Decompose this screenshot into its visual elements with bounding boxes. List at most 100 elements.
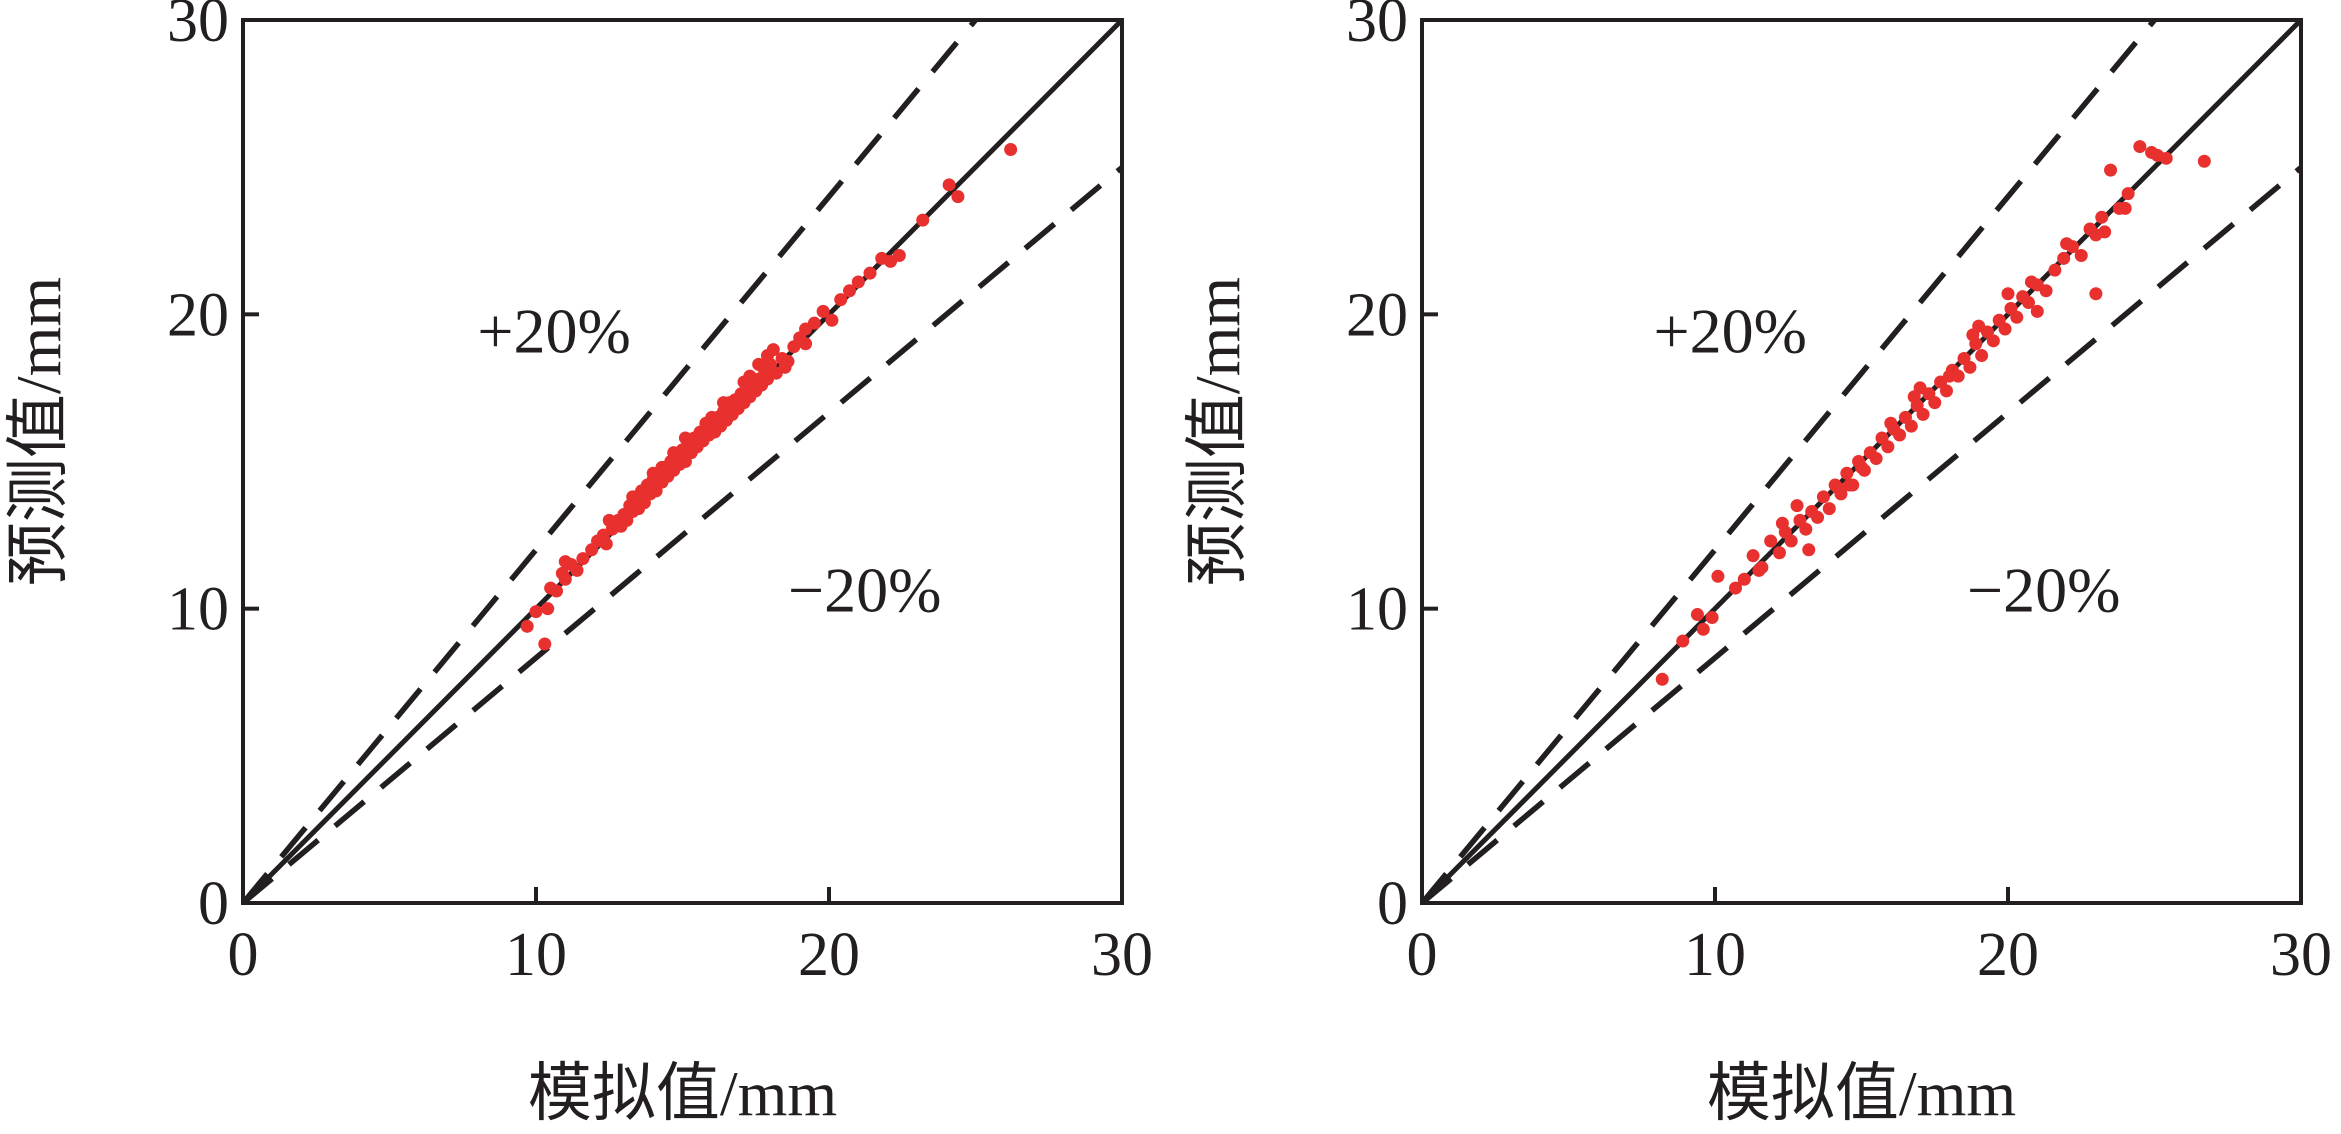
y-axis-title: 预测值/mm <box>1182 277 1253 586</box>
data-point <box>916 213 930 227</box>
scatter-series <box>1655 140 2211 686</box>
data-point <box>667 446 681 460</box>
data-point <box>1816 490 1830 504</box>
data-point <box>1893 428 1907 442</box>
scatter-series <box>520 143 1018 651</box>
data-point <box>2197 154 2211 168</box>
data-point <box>558 555 572 569</box>
data-point <box>717 396 731 410</box>
data-point <box>1942 369 1956 383</box>
data-point <box>2089 287 2103 301</box>
data-point <box>2030 304 2044 318</box>
data-point <box>942 178 956 192</box>
data-point <box>699 416 713 430</box>
data-point <box>2118 201 2132 215</box>
data-point <box>1869 452 1883 466</box>
data-point <box>541 602 555 616</box>
data-point <box>1966 328 1980 342</box>
data-point <box>1772 546 1786 560</box>
data-point <box>1690 608 1704 622</box>
data-point <box>634 484 648 498</box>
data-point <box>1822 502 1836 516</box>
data-point <box>1746 549 1760 563</box>
data-point <box>570 563 584 577</box>
data-point <box>851 275 865 289</box>
data-point <box>737 375 751 389</box>
data-point <box>2024 275 2038 289</box>
y-tick-label: 0 <box>198 870 229 938</box>
data-point <box>602 513 616 527</box>
data-point <box>1907 390 1921 404</box>
y-tick-label: 10 <box>167 576 229 644</box>
data-point <box>1775 516 1789 530</box>
chart-panel-2: 0 10 20 30 0 10 20 30 模拟值/mm 预测值/mm +20% −20% <box>1182 0 2332 1129</box>
x-tick-label: 10 <box>1684 921 1746 989</box>
data-point <box>678 431 692 445</box>
data-point <box>1904 419 1918 433</box>
data-point <box>1790 499 1804 513</box>
data-point <box>2060 237 2074 251</box>
data-point <box>2022 296 2036 310</box>
y-tick-label: 20 <box>167 281 229 349</box>
y-axis-title: 预测值/mm <box>3 277 74 586</box>
data-point <box>1764 534 1778 548</box>
y-tick-label: 30 <box>167 0 229 55</box>
data-point <box>1655 672 1669 686</box>
x-tick-label: 10 <box>505 921 567 989</box>
chart-panel-1: 0 10 20 30 0 10 20 30 模拟值/mm 预测值/mm +20% −20% <box>3 0 1153 1129</box>
data-point <box>1928 396 1942 410</box>
data-point <box>778 360 792 374</box>
x-tick-label: 0 <box>228 921 259 989</box>
x-tick-label: 20 <box>798 921 860 989</box>
data-point <box>799 337 813 351</box>
data-point <box>2001 287 2015 301</box>
axis-ticks: 0 10 20 30 0 10 20 30 <box>167 0 1153 989</box>
reference-lines <box>1422 20 2301 903</box>
data-point <box>892 248 906 262</box>
data-point <box>2074 248 2088 262</box>
data-point <box>825 313 839 327</box>
data-point <box>951 190 965 204</box>
data-point <box>799 322 813 336</box>
minus-20-percent-label: −20% <box>788 555 941 626</box>
data-point <box>2121 187 2135 201</box>
data-point <box>766 343 780 357</box>
x-tick-label: 20 <box>1977 921 2039 989</box>
minus-20-percent-line <box>243 165 1122 903</box>
data-point <box>558 572 572 586</box>
data-point <box>1737 572 1751 586</box>
plot-frame <box>1420 18 2303 905</box>
data-point <box>1802 543 1816 557</box>
data-point <box>599 537 613 551</box>
data-point <box>816 304 830 318</box>
data-point <box>1975 349 1989 363</box>
data-point <box>2057 251 2071 265</box>
x-tick-label: 30 <box>2270 921 2332 989</box>
data-point <box>2039 284 2053 298</box>
data-point <box>2133 140 2147 154</box>
axis-ticks: 0 10 20 30 0 10 20 30 <box>1346 0 2332 989</box>
data-point <box>1799 522 1813 536</box>
minus-20-percent-label: −20% <box>1967 555 2120 626</box>
data-point <box>843 284 857 298</box>
data-point <box>1831 481 1845 495</box>
x-axis-title: 模拟值/mm <box>528 1058 837 1129</box>
data-point <box>752 357 766 371</box>
data-point <box>1939 384 1953 398</box>
data-point <box>538 637 552 651</box>
data-point <box>1986 334 2000 348</box>
plus-20-percent-label: +20% <box>477 296 630 367</box>
y-tick-label: 0 <box>1377 870 1408 938</box>
data-point <box>1711 569 1725 583</box>
data-point <box>1811 510 1825 524</box>
y-tick-label: 30 <box>1346 0 1408 55</box>
plus-20-percent-line <box>1422 20 2159 903</box>
x-tick-label: 0 <box>1407 921 1438 989</box>
data-point <box>1843 478 1857 492</box>
data-point <box>1784 534 1798 548</box>
data-point <box>834 293 848 307</box>
x-axis-title: 模拟值/mm <box>1707 1058 2016 1129</box>
data-point <box>1004 143 1018 157</box>
plus-20-percent-line <box>243 20 980 903</box>
